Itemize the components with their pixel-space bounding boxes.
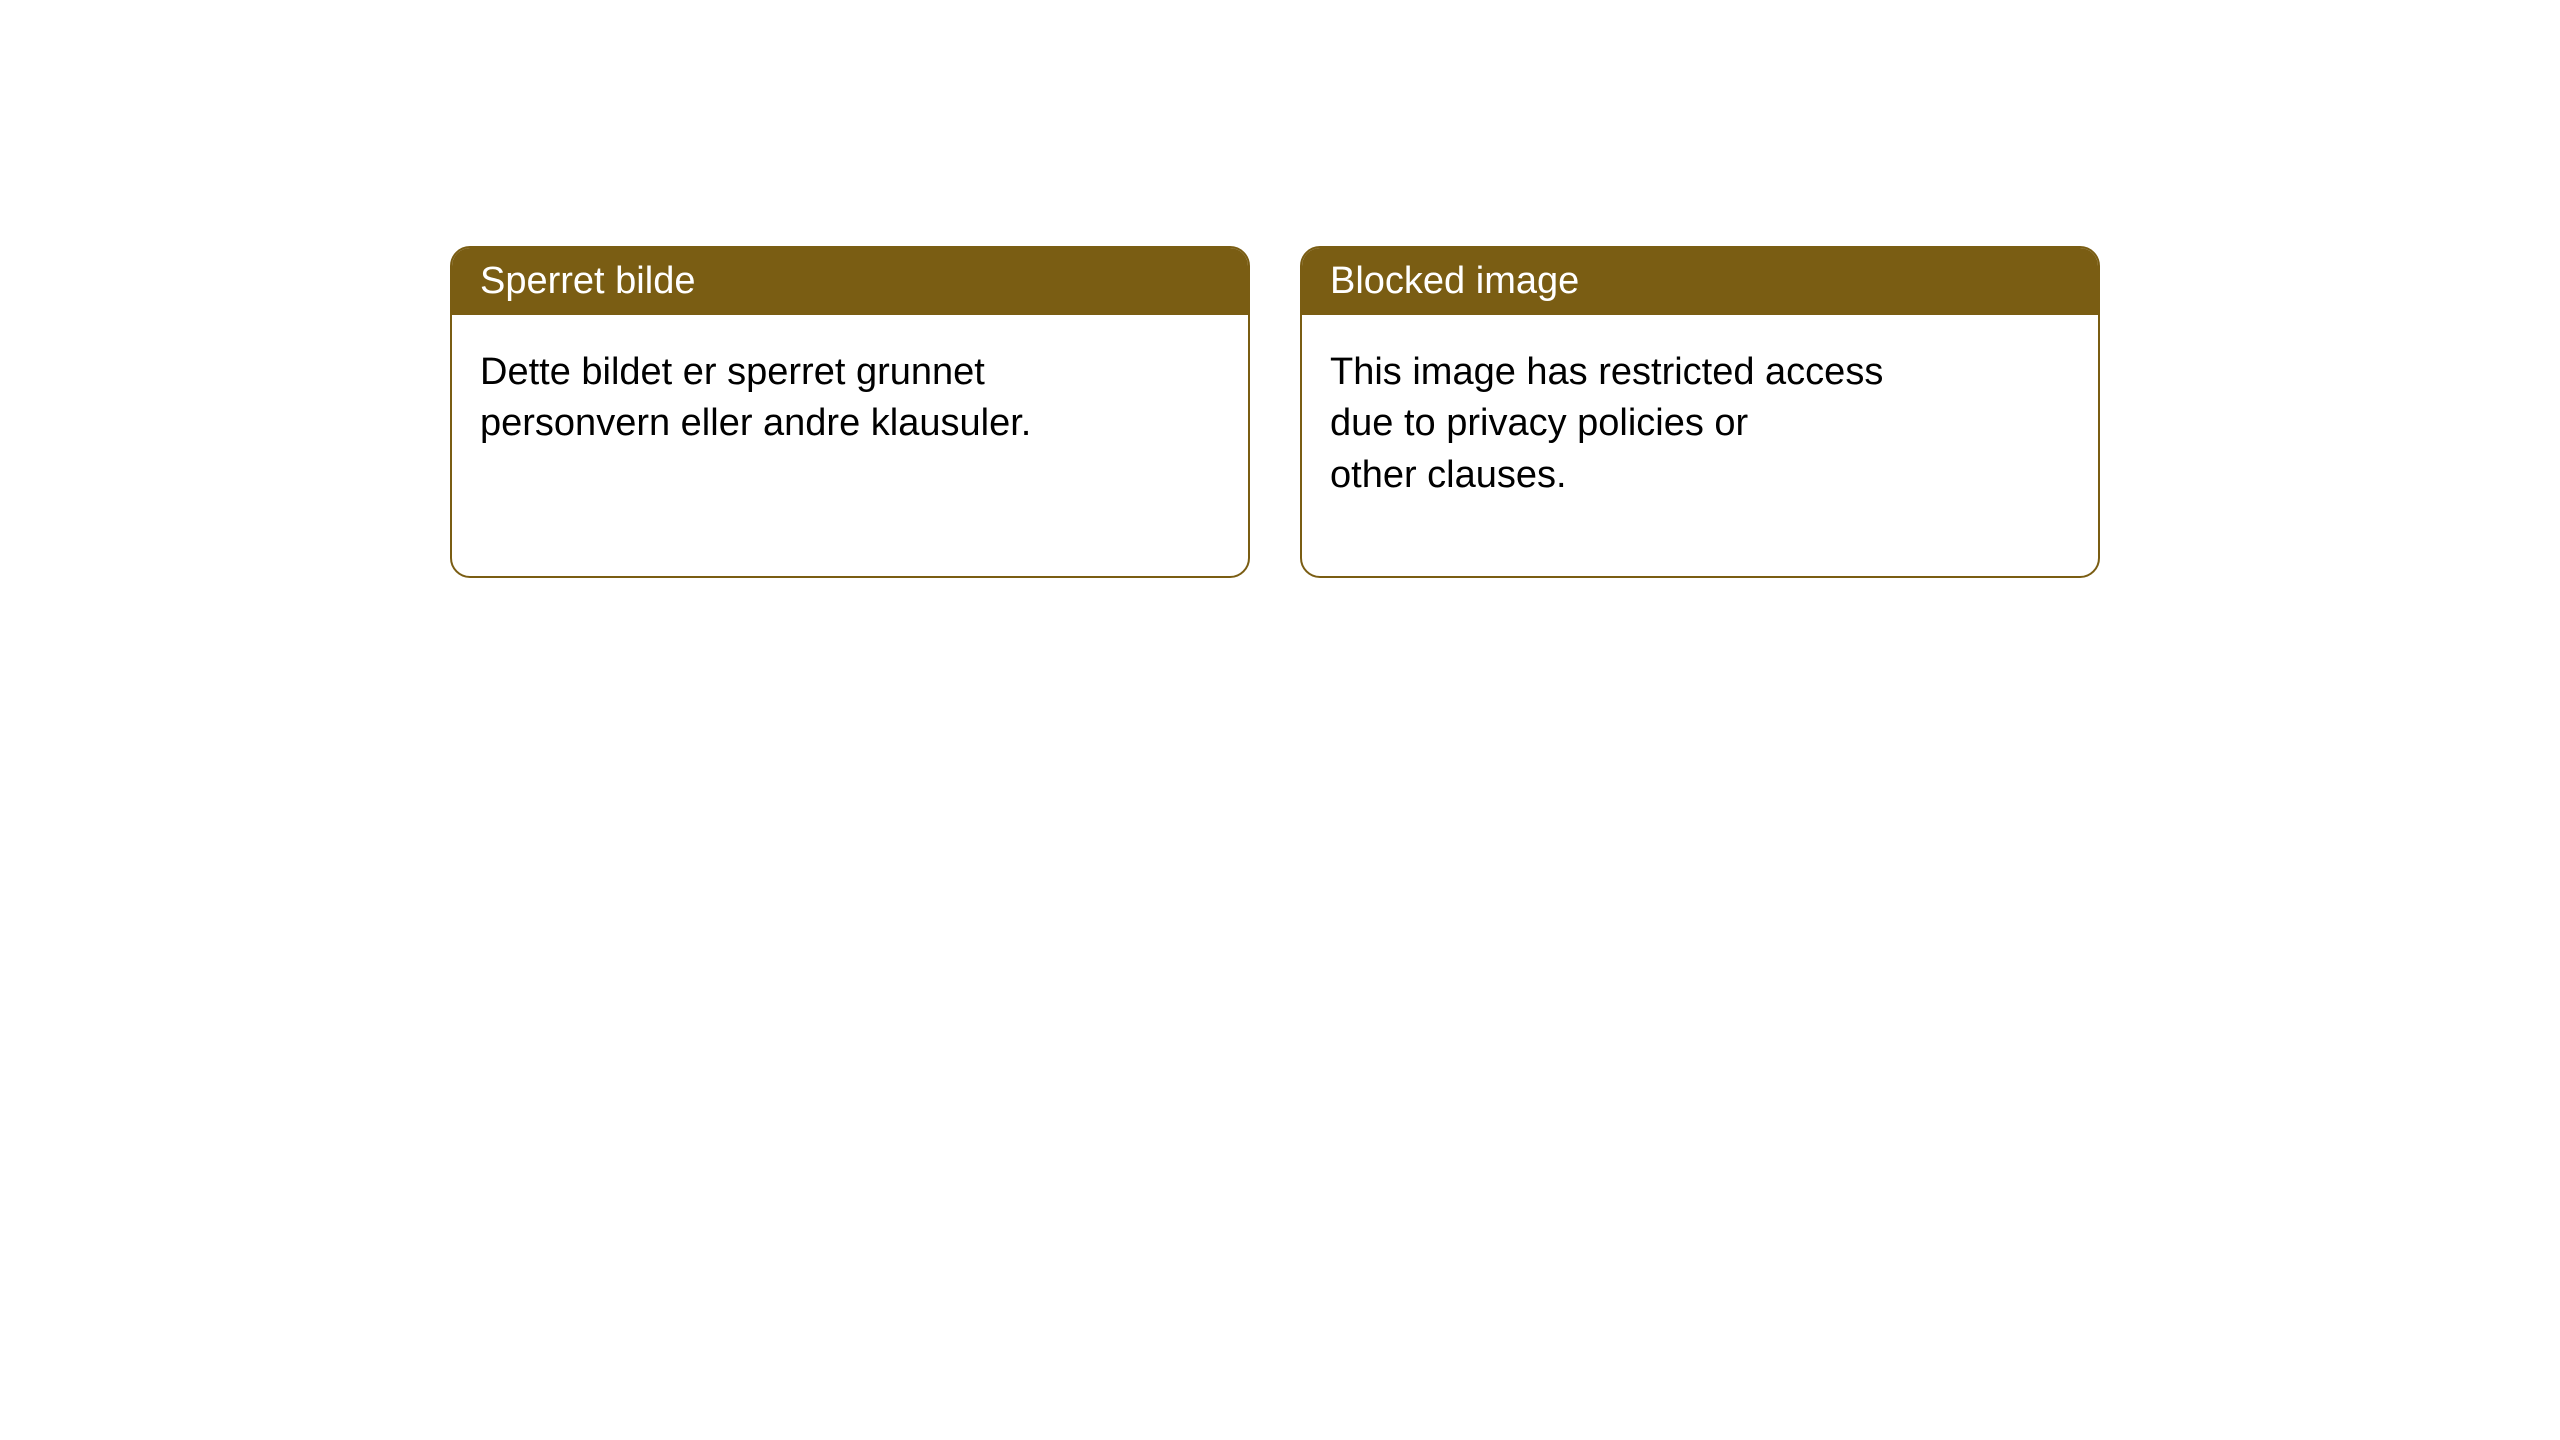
blocked-image-card-english: Blocked image This image has restricted … (1300, 246, 2100, 578)
card-body-norwegian: Dette bildet er sperret grunnet personve… (452, 315, 1248, 482)
cards-container: Sperret bilde Dette bildet er sperret gr… (450, 246, 2100, 578)
card-header-english: Blocked image (1302, 248, 2098, 315)
card-header-norwegian: Sperret bilde (452, 248, 1248, 315)
blocked-image-card-norwegian: Sperret bilde Dette bildet er sperret gr… (450, 246, 1250, 578)
card-body-english: This image has restricted access due to … (1302, 315, 2098, 533)
